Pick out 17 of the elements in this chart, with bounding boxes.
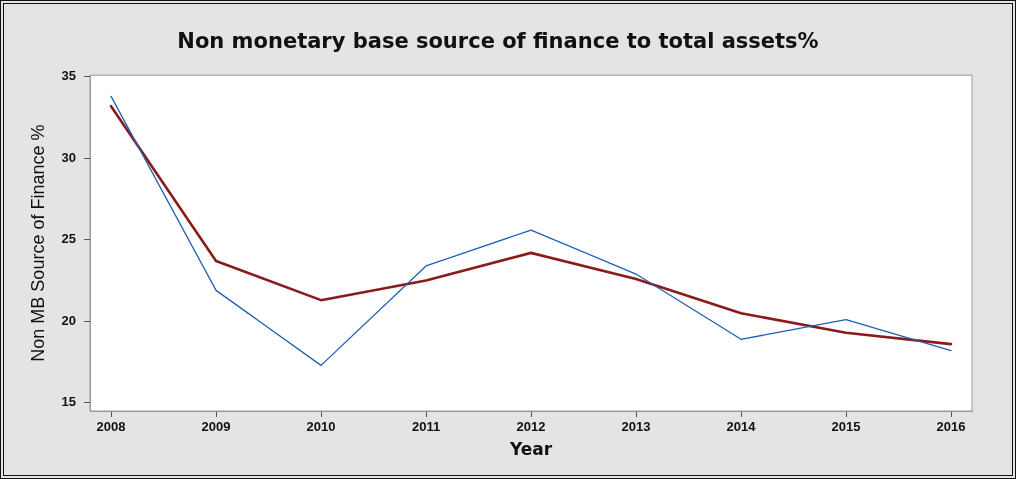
x-tick-label: 2010 — [306, 419, 336, 435]
y-axis-title: Non MB Source of Finance % — [27, 124, 48, 362]
x-tick-label: 2014 — [726, 419, 757, 435]
chart-title: Non monetary base source of finance to total assets% — [177, 29, 819, 54]
x-tick-label: 2015 — [831, 419, 861, 435]
y-tick-label: 30 — [61, 149, 77, 165]
x-tick-label: 2016 — [936, 419, 966, 435]
y-tick-label: 35 — [61, 68, 77, 84]
x-tick-label: 2009 — [201, 419, 231, 435]
y-tick-label: 20 — [61, 312, 77, 328]
x-tick-label: 2013 — [621, 419, 651, 435]
x-tick-label: 2011 — [411, 419, 441, 435]
x-axis-title: Year — [508, 439, 553, 460]
y-tick-label: 25 — [61, 231, 77, 247]
x-tick-label: 2012 — [516, 419, 546, 435]
x-tick-label: 2008 — [96, 419, 126, 435]
y-tick-label: 15 — [61, 394, 77, 410]
